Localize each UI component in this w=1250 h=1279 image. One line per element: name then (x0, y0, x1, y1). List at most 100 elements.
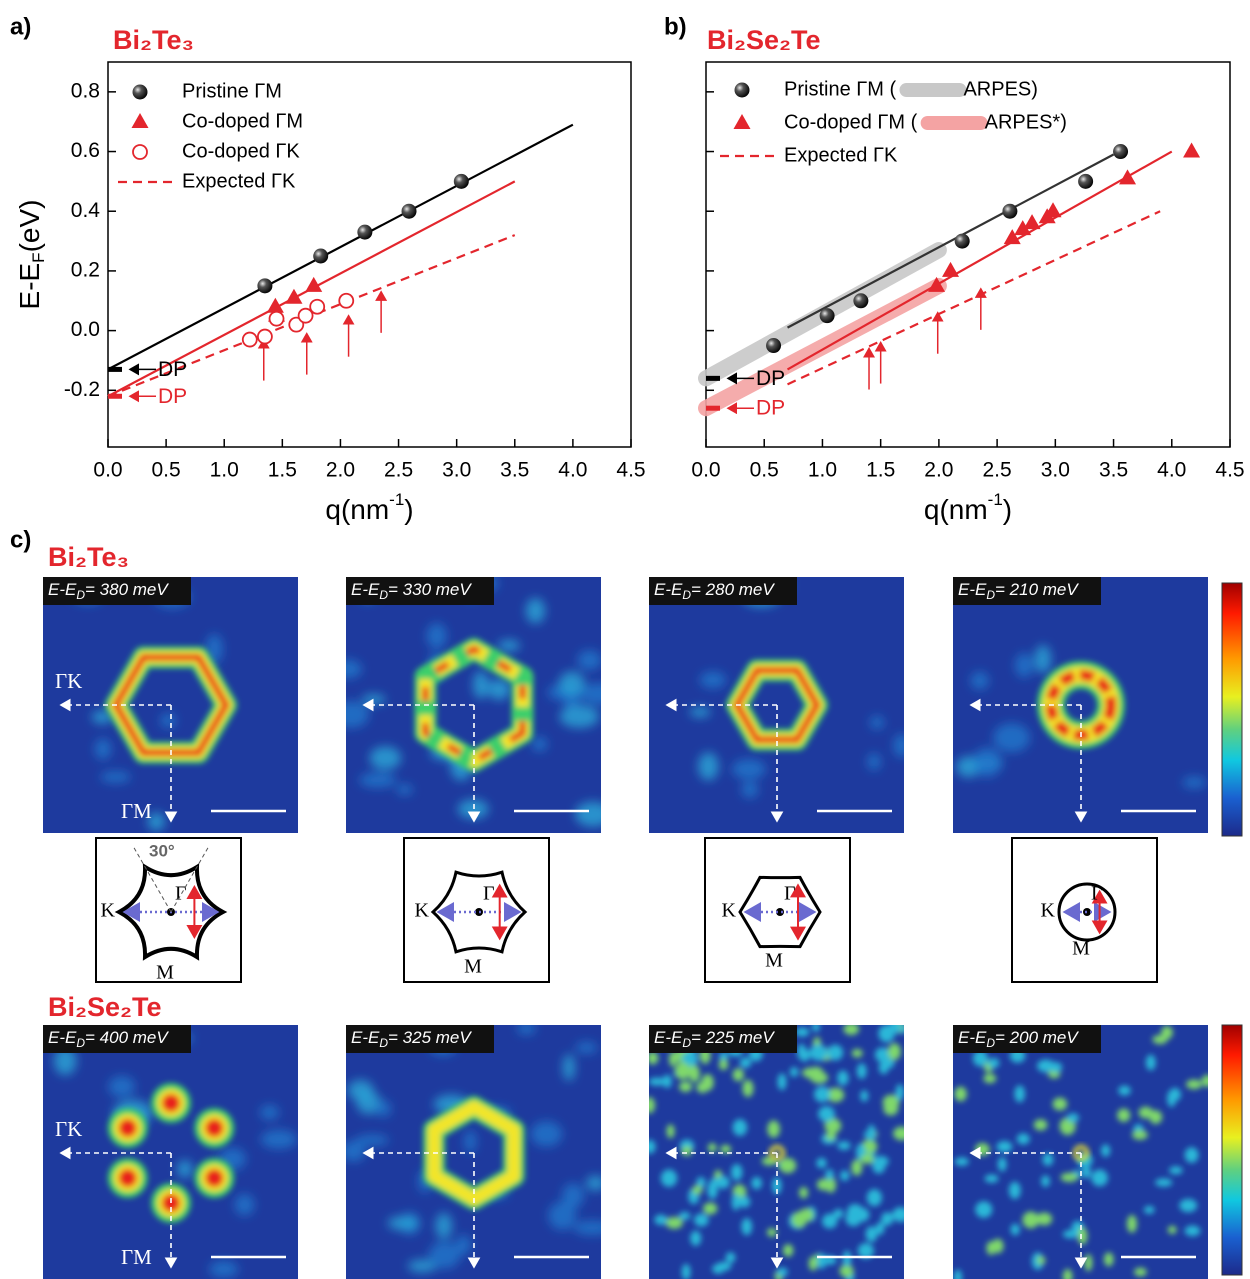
panel-label: a) (10, 13, 31, 40)
speckle (1041, 1175, 1050, 1186)
speckle (559, 671, 585, 695)
speckle (816, 1158, 826, 1168)
speckle (666, 1124, 674, 1138)
speckle (777, 1073, 786, 1090)
ball-marker (402, 204, 417, 219)
x-tick-label: 1.0 (808, 459, 837, 482)
speckle (1011, 1224, 1020, 1236)
legend-label: ARPES*) (985, 111, 1067, 133)
dp-label: DP (158, 358, 187, 381)
schematic: KΓM (404, 838, 549, 982)
x-tick-label: 2.0 (924, 459, 953, 482)
energy-label: E-ED= 225 meV (654, 1028, 775, 1050)
speckle (741, 1218, 752, 1235)
ball-marker (257, 278, 272, 293)
speckle (1009, 1182, 1021, 1199)
speckle (1017, 1133, 1030, 1144)
colorbar (1222, 583, 1242, 836)
stm-map: E-ED= 225 meV (644, 1019, 911, 1279)
ball-marker (133, 85, 148, 100)
x-tick-label: 0.0 (93, 459, 122, 482)
energy-label: E-ED= 380 meV (48, 580, 169, 602)
speckle (429, 1241, 460, 1268)
schematic: KΓM (705, 838, 850, 982)
speckle (1139, 1107, 1153, 1119)
speckle (348, 1080, 374, 1101)
chart-title: Bi₂Se₂Te (707, 25, 821, 55)
energy-sub: D (76, 1036, 85, 1050)
energy-prefix: E-E (351, 1028, 380, 1047)
speckle (362, 694, 386, 704)
speckle (883, 1102, 898, 1116)
ball-marker (1078, 174, 1093, 189)
energy-sub: D (76, 588, 85, 602)
energy-sub: D (986, 1036, 995, 1050)
speckle (681, 1146, 692, 1156)
ball-marker (357, 225, 372, 240)
speckle (95, 738, 111, 759)
x-tick-label: 4.5 (1215, 459, 1244, 482)
speckle (1061, 1173, 1078, 1182)
speckle (1104, 1252, 1114, 1266)
ball-marker (735, 83, 750, 98)
y-label-sub: F (29, 252, 48, 262)
speckle (1185, 1226, 1201, 1237)
x-label-sup: -1 (988, 490, 1003, 509)
open-circle-marker (243, 333, 257, 347)
stm-map: E-ED= 210 meV (953, 577, 1208, 833)
direction-label: ΓM (121, 799, 152, 823)
speckle (720, 1145, 731, 1154)
m-label: M (464, 956, 482, 978)
speckle (833, 1209, 843, 1218)
speckle (698, 752, 719, 780)
speckle (998, 1157, 1007, 1171)
energy-value: = 280 meV (691, 580, 775, 599)
ball-marker (454, 174, 469, 189)
lobe-core (119, 1169, 137, 1187)
speckle (1053, 1097, 1068, 1110)
speckle (1022, 1212, 1039, 1229)
speckle (334, 660, 362, 679)
energy-value: = 330 meV (388, 580, 472, 599)
speckle (726, 1252, 736, 1263)
stm-map: E-ED= 200 meV (953, 1022, 1214, 1279)
open-circle-marker (258, 330, 272, 344)
speckle (799, 1208, 814, 1222)
x-axis-label: q(nm-1) (325, 490, 413, 525)
schematic: KΓM (1012, 838, 1157, 982)
speckle (359, 772, 396, 787)
speckle (817, 1179, 832, 1191)
speckle (1169, 1166, 1183, 1174)
energy-sub: D (682, 588, 691, 602)
speckle (795, 1027, 809, 1036)
energy-sub: D (379, 1036, 388, 1050)
speckle (1067, 1113, 1079, 1122)
speckle (812, 1022, 820, 1032)
k-label: K (415, 900, 430, 922)
speckle (1202, 1075, 1214, 1087)
speckle (864, 1131, 876, 1139)
speckle (731, 1164, 742, 1181)
speckle (1101, 1144, 1110, 1156)
speckle (843, 1023, 859, 1035)
speckle (988, 1058, 999, 1068)
speckle (827, 1045, 843, 1061)
speckle (1034, 1119, 1048, 1130)
speckle (954, 1087, 966, 1102)
energy-label: E-ED= 325 meV (351, 1028, 472, 1050)
speckle (427, 623, 447, 649)
y-label-part: (eV) (14, 200, 45, 253)
speckle (1132, 1130, 1148, 1140)
direction-label: ΓK (55, 669, 82, 693)
speckle (837, 1071, 848, 1086)
gamma-label: Γ (1091, 883, 1103, 905)
speckle (751, 1177, 762, 1189)
speckle (779, 1158, 796, 1173)
speckle (679, 1081, 692, 1092)
x-tick-label: 0.0 (691, 459, 720, 482)
energy-prefix: E-E (48, 580, 77, 599)
panel-label: c) (10, 526, 31, 553)
speckle (893, 734, 909, 758)
figure: a)Bi₂Te₃0.00.51.01.52.02.53.03.54.04.5-0… (0, 0, 1250, 1279)
speckle (1035, 645, 1051, 673)
